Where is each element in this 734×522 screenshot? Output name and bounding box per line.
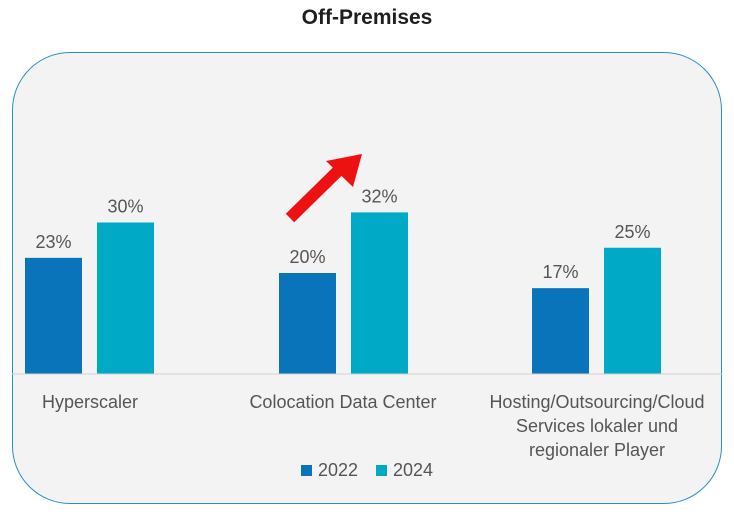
data-label-2024-1: 32% (361, 186, 397, 206)
bar-2024-1 (351, 212, 408, 374)
data-label-2024-0: 30% (107, 197, 143, 217)
data-label-2022-0: 23% (35, 232, 71, 252)
legend-swatch-2024 (376, 465, 387, 476)
legend-label-2024: 2024 (393, 460, 434, 480)
category-label-hyperscaler: Hyperscaler (41, 392, 139, 412)
bar-2022-0 (25, 257, 82, 374)
bar-2024-0 (97, 222, 154, 374)
legend-item-2022: 2022 (300, 460, 358, 481)
bar-2022-1 (279, 273, 336, 374)
bar-2024-2 (604, 247, 661, 374)
red-upward-arrow-icon (285, 154, 362, 223)
data-label-2022-1: 20% (289, 247, 325, 267)
legend-item-2024: 2024 (376, 460, 433, 481)
legend-swatch-2022 (300, 465, 312, 476)
bar-2022-2 (532, 288, 589, 374)
data-label-2022-2: 17% (542, 262, 578, 282)
chart-title: Off-Premises (301, 6, 433, 29)
legend-label-2022: 2022 (317, 460, 358, 480)
category-label-colocation: Colocation Data Center (249, 392, 437, 412)
legend: 2022 2024 (0, 460, 734, 481)
category-label-hosting: Hosting/Outsourcing/Cloud Services lokal… (489, 392, 705, 460)
data-label-2024-2: 25% (614, 222, 650, 242)
